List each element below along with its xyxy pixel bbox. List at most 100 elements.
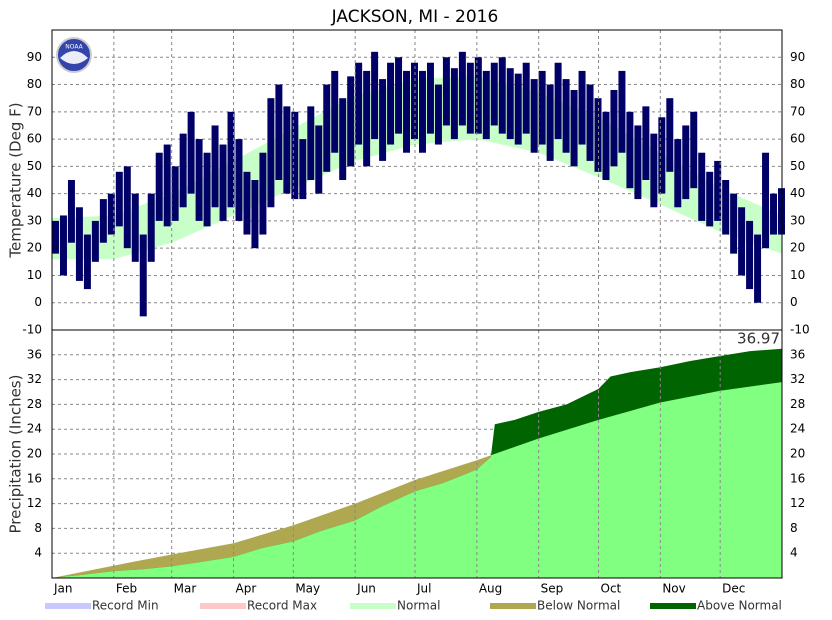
legend-swatch <box>650 603 696 609</box>
temperature-bar <box>482 70 490 140</box>
y-tick-label-right: 20 <box>790 241 805 255</box>
chart-title: JACKSON, MI - 2016 <box>331 7 499 27</box>
temperature-bar <box>762 152 770 249</box>
y-tick-label-right: 70 <box>790 104 805 118</box>
legend-label: Normal <box>397 599 440 613</box>
temperature-bar <box>626 111 634 189</box>
temperature-bar <box>714 160 722 221</box>
y-tick-label-right: 60 <box>790 132 805 146</box>
temperature-bar <box>450 68 458 140</box>
temperature-bar <box>52 220 59 254</box>
temperature-bar <box>259 152 267 235</box>
y-tick-label: 70 <box>27 104 42 118</box>
temperature-bar <box>578 70 586 145</box>
temperature-bar <box>458 51 466 126</box>
logo-wave <box>60 51 88 64</box>
y-tick-label-right: 30 <box>790 213 805 227</box>
temperature-bar <box>466 62 474 134</box>
temperature-bar <box>299 139 307 200</box>
y-tick-label-right: 90 <box>790 50 805 64</box>
x-tick-label: Nov <box>662 582 685 596</box>
temperature-bar <box>570 90 578 167</box>
temperature-bar <box>650 133 658 208</box>
temperature-bar <box>434 84 442 145</box>
temperature-bar <box>363 70 371 167</box>
y-tick-label-right: -10 <box>790 323 810 337</box>
temperature-bar <box>442 57 450 126</box>
temperature-bar <box>123 166 131 249</box>
temperature-bar <box>83 234 91 290</box>
x-tick-label: Feb <box>116 582 137 596</box>
legend-swatch <box>200 603 246 609</box>
temperature-bar <box>706 171 714 227</box>
x-tick-label: Oct <box>601 582 622 596</box>
temperature-bar <box>347 76 355 167</box>
legend-label: Above Normal <box>697 599 782 613</box>
y-tick-label: 12 <box>27 496 42 510</box>
temperature-bar <box>219 144 227 221</box>
temperature-bar <box>538 70 546 145</box>
y-tick-label: 40 <box>27 186 42 200</box>
temperature-bar <box>131 193 139 262</box>
y-tick-label-right: 80 <box>790 77 805 91</box>
temperature-bar <box>530 79 538 153</box>
temperature-bar <box>323 84 331 172</box>
y-tick-label-right: 28 <box>790 397 805 411</box>
x-tick-label: Dec <box>722 582 745 596</box>
temperature-bar <box>291 111 299 200</box>
temperature-bar <box>642 106 650 180</box>
temperature-bar <box>770 193 778 235</box>
y-tick-label: 10 <box>27 268 42 282</box>
temperature-bar <box>474 57 482 134</box>
y-tick-label: 30 <box>27 213 42 227</box>
temperature-bar <box>666 98 674 172</box>
temperature-bar <box>522 62 530 134</box>
legend-swatch <box>350 603 396 609</box>
temperature-bar <box>315 125 323 194</box>
plot-frame <box>51 29 783 579</box>
temperature-bar <box>674 139 682 208</box>
temperature-bar <box>698 152 706 221</box>
temperature-bar <box>155 152 163 221</box>
temperature-bar <box>339 98 347 180</box>
legend-label: Record Max <box>247 599 317 613</box>
temperature-bar <box>75 207 83 281</box>
temperature-bar <box>251 180 259 249</box>
temperature-bar <box>411 62 418 140</box>
temperature-bar <box>498 57 506 134</box>
temperature-bar <box>738 207 746 276</box>
legend-label: Below Normal <box>537 599 620 613</box>
temperature-bar <box>227 111 235 208</box>
temperature-bar <box>618 70 626 153</box>
temperature-bar <box>562 79 570 153</box>
temperature-bar <box>139 234 147 317</box>
temperature-bar <box>163 144 171 227</box>
x-tick-label: Jan <box>53 582 73 596</box>
temperature-bar <box>514 73 522 145</box>
x-tick-label: Jun <box>356 582 376 596</box>
temperature-bar <box>682 125 690 200</box>
y-tick-label: 80 <box>27 77 42 91</box>
y-tick-label: 28 <box>27 397 42 411</box>
temperature-bar <box>99 199 107 243</box>
temperature-bar <box>658 117 666 194</box>
total-label: 36.97 <box>737 329 780 347</box>
y-tick-label-right: 4 <box>790 546 798 560</box>
x-tick-label: Apr <box>236 582 257 596</box>
y-tick-label: 20 <box>27 447 42 461</box>
y-tick-label-right: 50 <box>790 159 805 173</box>
y-tick-label: 0 <box>34 295 42 309</box>
x-tick-label: Aug <box>479 582 502 596</box>
y-axis-label: Precipitation (Inches) <box>7 375 25 534</box>
temperature-bar <box>283 106 291 194</box>
temperature-bar <box>490 62 498 126</box>
y-tick-label-right: 0 <box>790 295 798 309</box>
y-tick-label: 50 <box>27 159 42 173</box>
temperature-bar <box>722 180 730 235</box>
y-tick-label-right: 20 <box>790 447 805 461</box>
temperature-bar <box>203 152 211 227</box>
temperature-bar <box>602 111 610 180</box>
y-tick-label: 90 <box>27 50 42 64</box>
y-tick-label-right: 32 <box>790 372 805 386</box>
